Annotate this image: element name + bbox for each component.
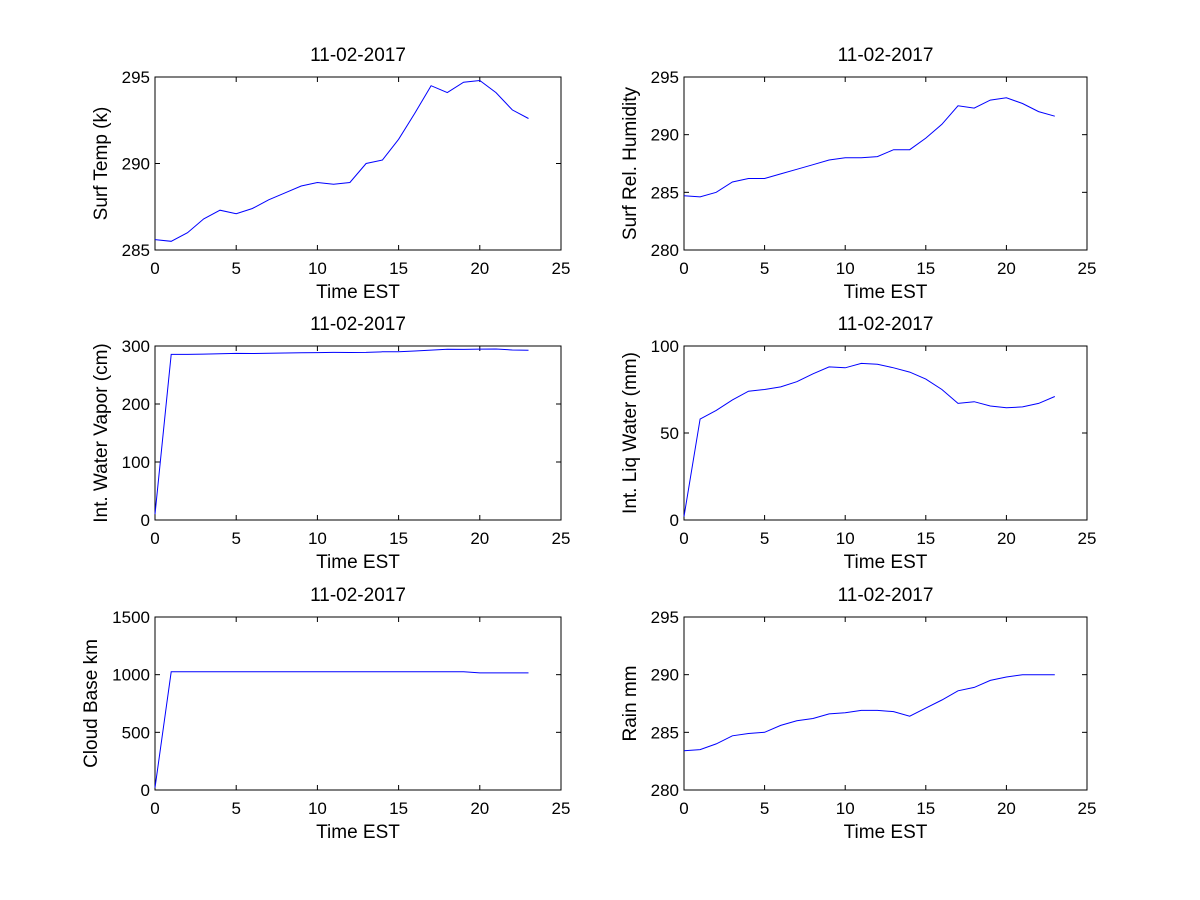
x-axis-label: Time EST [844, 282, 928, 303]
x-tick-label: 15 [389, 259, 408, 278]
x-tick-label: 15 [389, 799, 408, 818]
subplot-2: 11-02-2017 0 5 10 15 20 25 280 285 290 295 Time EST… [620, 45, 1096, 303]
y-tick-label: 100 [122, 453, 150, 472]
subplot-1: 11-02-2017 0 5 10 15 20 25 285 290 295 Time EST Sur… [91, 45, 570, 303]
x-tick-label: 20 [470, 529, 489, 548]
axes-frame [683, 616, 1088, 791]
subplot-5: 11-02-2017 0 5 10 15 20 25 0 500 1000 1500 Time EST… [81, 585, 570, 843]
y-tick-label: 285 [122, 241, 150, 260]
y-tick-label: 280 [651, 241, 679, 260]
chart-title: 11-02-2017 [838, 585, 934, 606]
x-tick-label: 15 [916, 799, 935, 818]
y-tick-label: 295 [651, 68, 679, 87]
x-tick-label: 0 [679, 529, 688, 548]
x-tick-label: 10 [308, 799, 327, 818]
axes-frame [154, 616, 562, 791]
y-tick-label: 100 [651, 337, 679, 356]
axes-frame [683, 345, 1088, 521]
x-tick-label: 10 [308, 259, 327, 278]
y-axis-label: Int. Water Vapor (cm) [91, 343, 112, 522]
y-axis-label: Rain mm [620, 665, 641, 741]
x-tick-label: 0 [150, 529, 159, 548]
x-tick-label: 15 [916, 529, 935, 548]
y-tick-label: 50 [660, 424, 679, 443]
x-tick-label: 10 [836, 259, 855, 278]
subplot-4: 11-02-2017 0 5 10 15 20 25 0 50 100 Time EST Int. L… [620, 314, 1096, 573]
y-tick-label: 1500 [112, 608, 150, 627]
subplot-6: 11-02-2017 0 5 10 15 20 25 280 285 290 295 Time EST… [620, 585, 1096, 843]
y-tick-label: 290 [122, 155, 150, 174]
x-tick-label: 10 [836, 799, 855, 818]
x-tick-label: 5 [231, 529, 240, 548]
y-tick-label: 0 [141, 781, 150, 800]
subplot-3: 11-02-2017 0 5 10 15 20 25 0 100 200 300 Time EST In… [91, 314, 570, 573]
x-tick-label: 0 [150, 799, 159, 818]
y-tick-label: 295 [651, 608, 679, 627]
y-tick-label: 0 [141, 511, 150, 530]
y-tick-label: 290 [651, 666, 679, 685]
axes-frame [683, 76, 1088, 251]
x-tick-label: 25 [1078, 529, 1097, 548]
x-tick-label: 20 [997, 799, 1016, 818]
chart-title: 11-02-2017 [310, 585, 406, 606]
x-tick-label: 25 [1078, 799, 1097, 818]
y-axis-label: Surf Rel. Humidity [620, 86, 641, 240]
x-axis-label: Time EST [844, 822, 928, 843]
y-tick-label: 295 [122, 68, 150, 87]
y-tick-label: 300 [122, 337, 150, 356]
x-tick-label: 0 [679, 799, 688, 818]
series-line-1 [154, 671, 529, 788]
x-tick-label: 0 [679, 259, 688, 278]
x-tick-label: 25 [552, 259, 571, 278]
x-axis-label: Time EST [316, 282, 400, 303]
x-tick-label: 15 [916, 259, 935, 278]
y-tick-label: 285 [651, 723, 679, 742]
y-axis-label: Surf Temp (k) [91, 107, 112, 221]
y-tick-label: 290 [651, 126, 679, 145]
series-line-1 [154, 348, 529, 515]
y-tick-label: 0 [670, 511, 679, 530]
series-line-1 [683, 674, 1055, 752]
x-tick-label: 25 [1078, 259, 1097, 278]
x-tick-label: 5 [760, 799, 769, 818]
x-tick-label: 10 [308, 529, 327, 548]
chart-title: 11-02-2017 [310, 45, 406, 66]
series-line-1 [683, 362, 1055, 517]
y-tick-label: 1000 [112, 666, 150, 685]
chart-title: 11-02-2017 [838, 314, 934, 335]
x-tick-label: 20 [470, 799, 489, 818]
axes-frame [154, 76, 562, 251]
x-tick-label: 25 [552, 529, 571, 548]
x-tick-label: 25 [552, 799, 571, 818]
x-tick-label: 20 [997, 529, 1016, 548]
y-tick-label: 280 [651, 781, 679, 800]
x-tick-label: 5 [760, 529, 769, 548]
chart-title: 11-02-2017 [838, 45, 934, 66]
y-tick-label: 285 [651, 183, 679, 202]
series-line-1 [154, 79, 529, 242]
x-tick-label: 20 [470, 259, 489, 278]
axes-frame [154, 345, 562, 521]
y-tick-label: 500 [122, 723, 150, 742]
y-axis-label: Cloud Base km [81, 639, 102, 768]
x-tick-label: 0 [150, 259, 159, 278]
x-axis-label: Time EST [316, 552, 400, 573]
x-tick-label: 5 [760, 259, 769, 278]
x-axis-label: Time EST [316, 822, 400, 843]
x-tick-label: 20 [997, 259, 1016, 278]
x-axis-label: Time EST [844, 552, 928, 573]
x-tick-label: 5 [231, 259, 240, 278]
x-tick-label: 5 [231, 799, 240, 818]
x-tick-label: 10 [836, 529, 855, 548]
chart-title: 11-02-2017 [310, 314, 406, 335]
x-tick-label: 15 [389, 529, 408, 548]
y-axis-label: Int. Liq Water (mm) [620, 352, 641, 514]
y-tick-label: 200 [122, 395, 150, 414]
series-line-1 [683, 97, 1055, 198]
